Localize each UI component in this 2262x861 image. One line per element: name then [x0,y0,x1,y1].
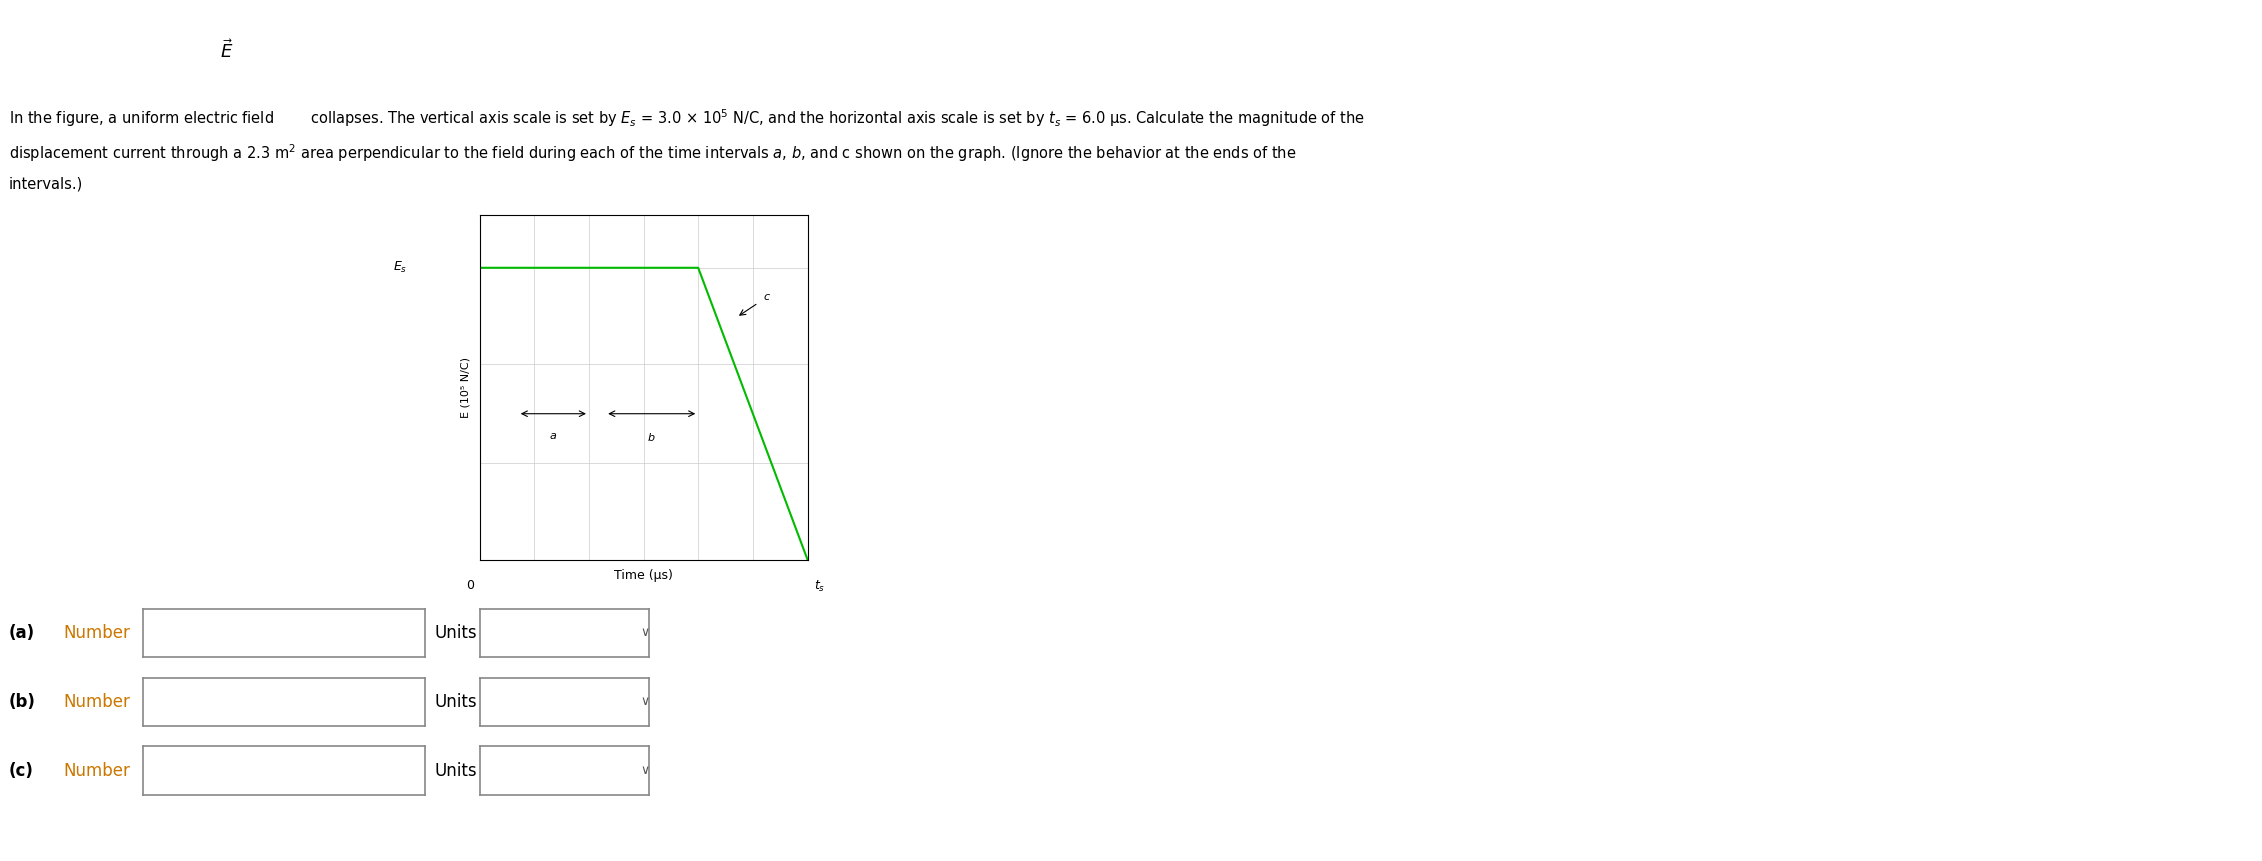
Text: $\vec{E}$: $\vec{E}$ [219,39,233,62]
Text: $E_s$: $E_s$ [394,260,407,276]
Text: ∨: ∨ [640,764,649,777]
Text: In the figure, a uniform electric field        collapses. The vertical axis scal: In the figure, a uniform electric field … [9,108,1364,129]
Text: Number: Number [63,693,131,710]
Text: displacement current through a 2.3 m$^2$ area perpendicular to the field during : displacement current through a 2.3 m$^2$… [9,142,1296,164]
Text: $t_s$: $t_s$ [814,579,826,594]
Text: (b): (b) [9,693,36,710]
Text: (a): (a) [9,624,36,641]
Text: $b$: $b$ [647,431,656,443]
Text: intervals.): intervals.) [9,177,84,191]
Text: ∨: ∨ [640,626,649,640]
Text: ∨: ∨ [640,695,649,709]
Text: 0: 0 [466,579,473,592]
Text: Units: Units [434,624,477,641]
Text: Units: Units [434,693,477,710]
Text: Units: Units [434,762,477,779]
Text: $c$: $c$ [762,292,771,302]
Text: Number: Number [63,762,131,779]
Y-axis label: E (10⁵ N/C): E (10⁵ N/C) [461,357,470,418]
Text: Number: Number [63,624,131,641]
Text: $a$: $a$ [550,431,556,441]
Text: (c): (c) [9,762,34,779]
X-axis label: Time (μs): Time (μs) [613,568,674,582]
